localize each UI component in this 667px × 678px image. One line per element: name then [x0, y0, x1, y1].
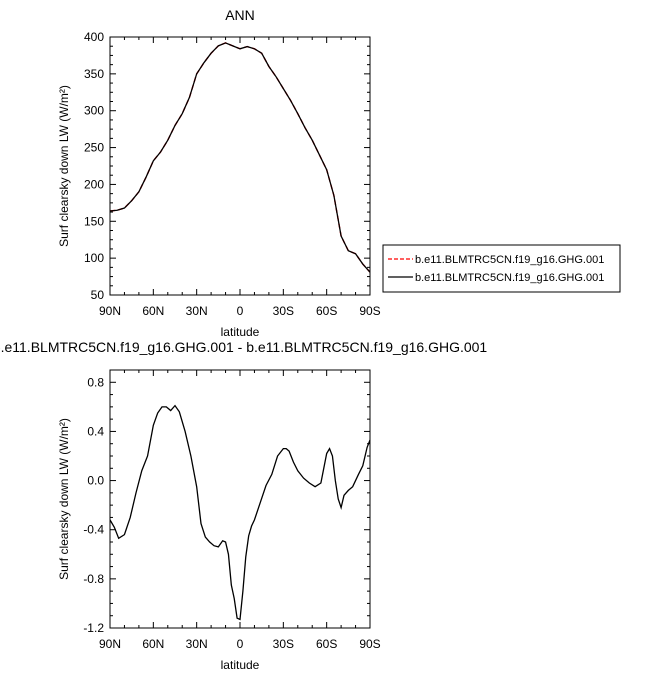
bottom-y-tick-label: 0.0: [87, 474, 104, 488]
bottom-x-axis-label: latitude: [221, 658, 260, 672]
bottom-y-tick-label: -0.4: [83, 523, 104, 537]
bottom-y-ticks: -1.2 -0.8 -0.4 0.0 0.4 0.8: [83, 375, 370, 635]
bottom-y-tick-label: -0.8: [83, 572, 104, 586]
top-series-line-2: [109, 42, 371, 273]
bottom-y-axis-label: Surf clearsky down LW (W/m²): [57, 418, 71, 580]
top-x-axis-label: latitude: [221, 325, 260, 339]
top-x-tick-label: 90S: [359, 304, 380, 318]
top-y-tick-label: 150: [84, 214, 104, 228]
bottom-y-tick-label: -1.2: [83, 621, 104, 635]
bottom-chart-title: b.e11.BLMTRC5CN.f19_g16.GHG.001 - b.e11.…: [0, 339, 487, 355]
bottom-x-tick-label: 30N: [186, 637, 208, 651]
top-panel: ANN 90N 60N 30N 0 30S 60S 90S 50 100 150 200 250 30…: [57, 7, 621, 339]
bottom-x-tick-label: 90N: [99, 637, 121, 651]
bottom-plot-frame: [109, 369, 371, 629]
bottom-x-tick-label: 0: [237, 637, 244, 651]
top-series-line-1: [109, 42, 371, 273]
top-x-tick-label: 30N: [186, 304, 208, 318]
top-y-tick-label: 350: [84, 67, 104, 81]
top-x-tick-label: 30S: [273, 304, 294, 318]
top-y-axis-label: Surf clearsky down LW (W/m²): [57, 85, 71, 247]
legend: b.e11.BLMTRC5CN.f19_g16.GHG.001 b.e11.BL…: [382, 244, 621, 293]
top-x-ticks: 90N 60N 30N 0 30S 60S 90S: [99, 37, 381, 318]
top-series-group: [109, 42, 371, 273]
bottom-series-group: [109, 404, 371, 621]
top-x-tick-label: 60S: [316, 304, 337, 318]
top-x-tick-label: 0: [237, 304, 244, 318]
top-y-tick-label: 50: [91, 288, 105, 302]
bottom-x-tick-label: 60S: [316, 637, 337, 651]
top-y-tick-label: 200: [84, 177, 104, 191]
bottom-panel: b.e11.BLMTRC5CN.f19_g16.GHG.001 - b.e11.…: [0, 339, 487, 672]
top-y-tick-label: 400: [84, 30, 104, 44]
legend-label-1: b.e11.BLMTRC5CN.f19_g16.GHG.001: [415, 254, 604, 266]
bottom-series-line-1: [109, 404, 371, 621]
top-x-tick-label: 60N: [142, 304, 164, 318]
top-y-tick-label: 250: [84, 141, 104, 155]
top-plot-frame: [109, 36, 371, 296]
legend-box: [382, 244, 621, 293]
bottom-y-tick-label: 0.4: [87, 424, 104, 438]
bottom-x-tick-label: 60N: [142, 637, 164, 651]
bottom-y-tick-label: 0.8: [87, 375, 104, 389]
top-y-tick-label: 300: [84, 104, 104, 118]
bottom-x-tick-label: 90S: [359, 637, 380, 651]
top-x-tick-label: 90N: [99, 304, 121, 318]
top-chart-title: ANN: [225, 7, 255, 23]
bottom-x-ticks: 90N 60N 30N 0 30S 60S 90S: [99, 370, 381, 651]
top-y-tick-label: 100: [84, 251, 104, 265]
top-y-ticks: 50 100 150 200 250 300 350 400: [84, 30, 370, 302]
legend-label-2: b.e11.BLMTRC5CN.f19_g16.GHG.001: [415, 272, 604, 284]
bottom-x-tick-label: 30S: [273, 637, 294, 651]
